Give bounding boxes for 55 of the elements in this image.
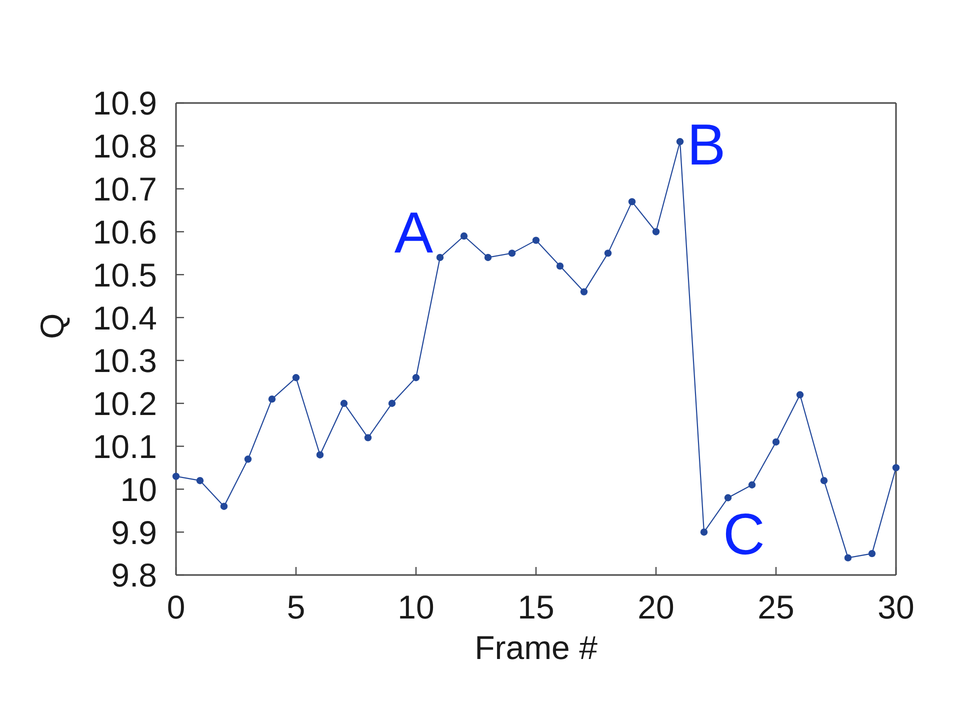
point <box>628 198 636 206</box>
y-tick-label: 10.4 <box>92 299 157 336</box>
y-tick-label: 10.6 <box>92 213 157 250</box>
point <box>724 494 732 502</box>
point <box>532 236 540 244</box>
point <box>556 262 564 270</box>
y-tick-label: 10.1 <box>92 428 157 465</box>
y-tick-label: 10.7 <box>92 170 157 208</box>
y-tick-label: 9.8 <box>111 556 157 594</box>
point <box>220 502 228 510</box>
x-tick-label: 0 <box>166 588 186 626</box>
point <box>460 232 468 240</box>
y-tick-label: 10.8 <box>92 128 157 165</box>
point <box>844 554 852 562</box>
point <box>484 254 492 262</box>
point <box>364 434 372 442</box>
point <box>748 481 756 488</box>
point <box>796 391 804 398</box>
x-axis-title: Frame # <box>474 629 598 666</box>
x-tick-label: 30 <box>878 588 914 626</box>
y-tick-label: 10.5 <box>92 256 157 294</box>
x-tick-label: 20 <box>638 588 674 626</box>
y-tick-label: 10.3 <box>92 342 157 380</box>
annotation: C <box>723 502 765 568</box>
y-tick-label: 10.9 <box>92 84 157 122</box>
point <box>892 464 900 472</box>
y-tick-label: 9.9 <box>111 514 157 551</box>
point <box>340 400 348 407</box>
y-tick-label: 10.2 <box>92 385 157 422</box>
y-tick-label: 10 <box>120 470 157 508</box>
point <box>268 395 276 403</box>
point <box>196 477 204 484</box>
point <box>412 374 420 382</box>
point <box>820 477 828 484</box>
x-tick-label: 5 <box>286 588 306 626</box>
point <box>868 550 876 558</box>
annotation: A <box>394 200 434 266</box>
point <box>388 400 396 407</box>
x-tick-label: 25 <box>758 588 794 626</box>
point <box>772 438 780 446</box>
point <box>316 451 324 458</box>
point <box>700 528 708 536</box>
point <box>652 228 660 236</box>
x-tick-label: 10 <box>398 588 434 626</box>
point <box>292 374 300 382</box>
annotation: B <box>687 112 726 178</box>
x-tick-label: 15 <box>518 588 554 626</box>
point <box>580 288 588 296</box>
point <box>244 456 252 463</box>
point <box>508 250 516 257</box>
point <box>604 250 612 257</box>
point <box>172 472 180 480</box>
point <box>436 254 444 262</box>
y-axis-title: Q <box>34 313 71 339</box>
point <box>676 138 684 146</box>
